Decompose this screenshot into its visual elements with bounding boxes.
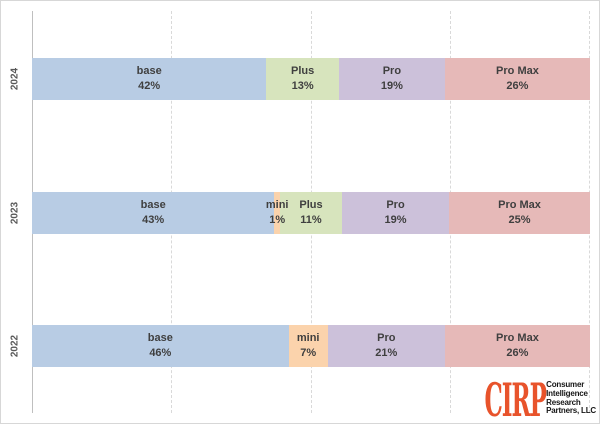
bar-row: base 46% mini 7% Pro 21% Pro Max 26%: [32, 325, 590, 367]
cirp-logo-text-line: Intelligence: [546, 388, 588, 398]
cirp-logo-wordmark: CIRP: [484, 373, 547, 424]
segment-data-label: base 43%: [140, 199, 166, 226]
segment-data-label: Pro Max 25%: [498, 199, 541, 226]
cirp-logo-text-line: Partners, LLC: [546, 406, 596, 416]
bar-segment: Pro Max 25%: [449, 192, 590, 234]
bar-segment: base 46%: [32, 325, 289, 367]
segment-data-label: mini 7%: [296, 332, 320, 359]
plot-area: base 42% Plus 13% Pro 19% Pro Max 26% base 43% mi…: [32, 11, 590, 413]
bar-segment: Plus 13%: [266, 58, 339, 100]
bar-segment: base 42%: [32, 58, 267, 100]
cirp-logo-text: Consumer Intelligence Research Partners,…: [546, 380, 596, 416]
bar-segment: base 43%: [32, 192, 275, 234]
segment-data-label: mini 1%: [265, 199, 289, 226]
bar-segment: Pro 21%: [327, 325, 445, 367]
bar-segment: mini 1%: [266, 192, 288, 234]
bar-segment: Pro Max 26%: [444, 325, 590, 367]
segment-data-label: Pro Max 26%: [496, 332, 539, 359]
category-axis-label: 2024: [9, 67, 21, 91]
bar-segment: Pro 19%: [338, 58, 445, 100]
segment-data-label: base 46%: [147, 332, 173, 359]
segment-data-label: Pro 21%: [375, 332, 398, 359]
bar-row: base 43% mini 1% Plus 11% Pro 19% Pro Max 25%: [32, 192, 590, 234]
category-axis-label: 2023: [9, 201, 21, 225]
cirp-logo: CIRP Consumer Intelligence Research Part…: [485, 377, 599, 423]
segment-data-label: Plus 13%: [291, 65, 315, 92]
bar-segment: Plus 11%: [279, 192, 342, 234]
category-axis-label: 2022: [9, 334, 21, 358]
bar-segment: Pro 19%: [341, 192, 450, 234]
cirp-logo-text-line: Research: [546, 397, 581, 407]
segment-data-label: Pro Max 26%: [496, 65, 539, 92]
bar-row: base 42% Plus 13% Pro 19% Pro Max 26%: [32, 58, 590, 100]
segment-data-label: base 42%: [136, 65, 162, 92]
cirp-logo-text-line: Consumer: [546, 380, 585, 390]
segment-data-label: Pro 19%: [380, 65, 403, 92]
segment-data-label: Pro 19%: [384, 199, 407, 226]
segment-data-label: Plus 11%: [299, 199, 323, 226]
bar-segment: Pro Max 26%: [444, 58, 590, 100]
bar-segment: mini 7%: [288, 325, 328, 367]
